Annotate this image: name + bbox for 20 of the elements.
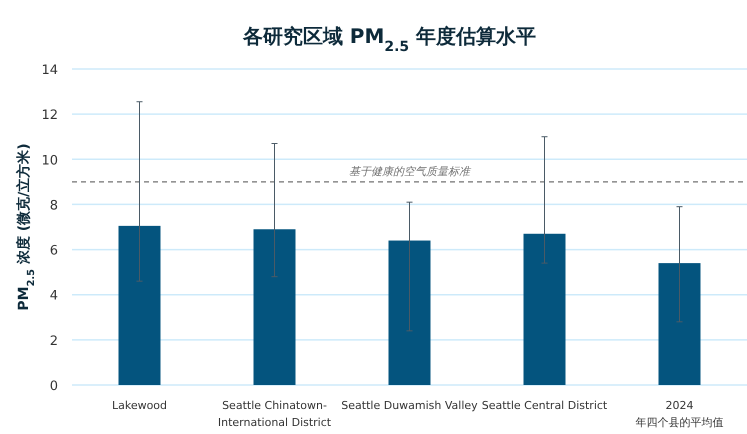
- y-tick-label: 10: [41, 153, 58, 168]
- bar: [524, 234, 566, 385]
- x-tick-label: 2024 年四个县的平均值: [636, 399, 724, 429]
- ref-line-label: 基于健康的空气质量标准: [349, 164, 472, 178]
- y-tick-label: 2: [50, 334, 58, 349]
- x-tick-label: Seattle Central District: [482, 399, 608, 412]
- y-tick-label: 12: [41, 108, 58, 124]
- bar: [254, 229, 296, 385]
- y-tick-label: 8: [50, 198, 58, 214]
- y-tick-label: 0: [50, 379, 58, 394]
- chart-title: 各研究区域 PM$_{2.5}$ 年度估算水平: [242, 24, 536, 55]
- y-tick-label: 4: [50, 288, 58, 304]
- y-tick-label: 6: [50, 244, 58, 259]
- x-tick-label: Seattle Chinatown- International District: [218, 399, 332, 429]
- y-tick-label: 14: [41, 63, 58, 78]
- x-tick-label: Seattle Duwamish Valley: [341, 399, 478, 412]
- bar: [388, 240, 430, 385]
- bar: [658, 263, 700, 385]
- bar: [118, 226, 160, 385]
- x-tick-label: Lakewood: [112, 399, 168, 412]
